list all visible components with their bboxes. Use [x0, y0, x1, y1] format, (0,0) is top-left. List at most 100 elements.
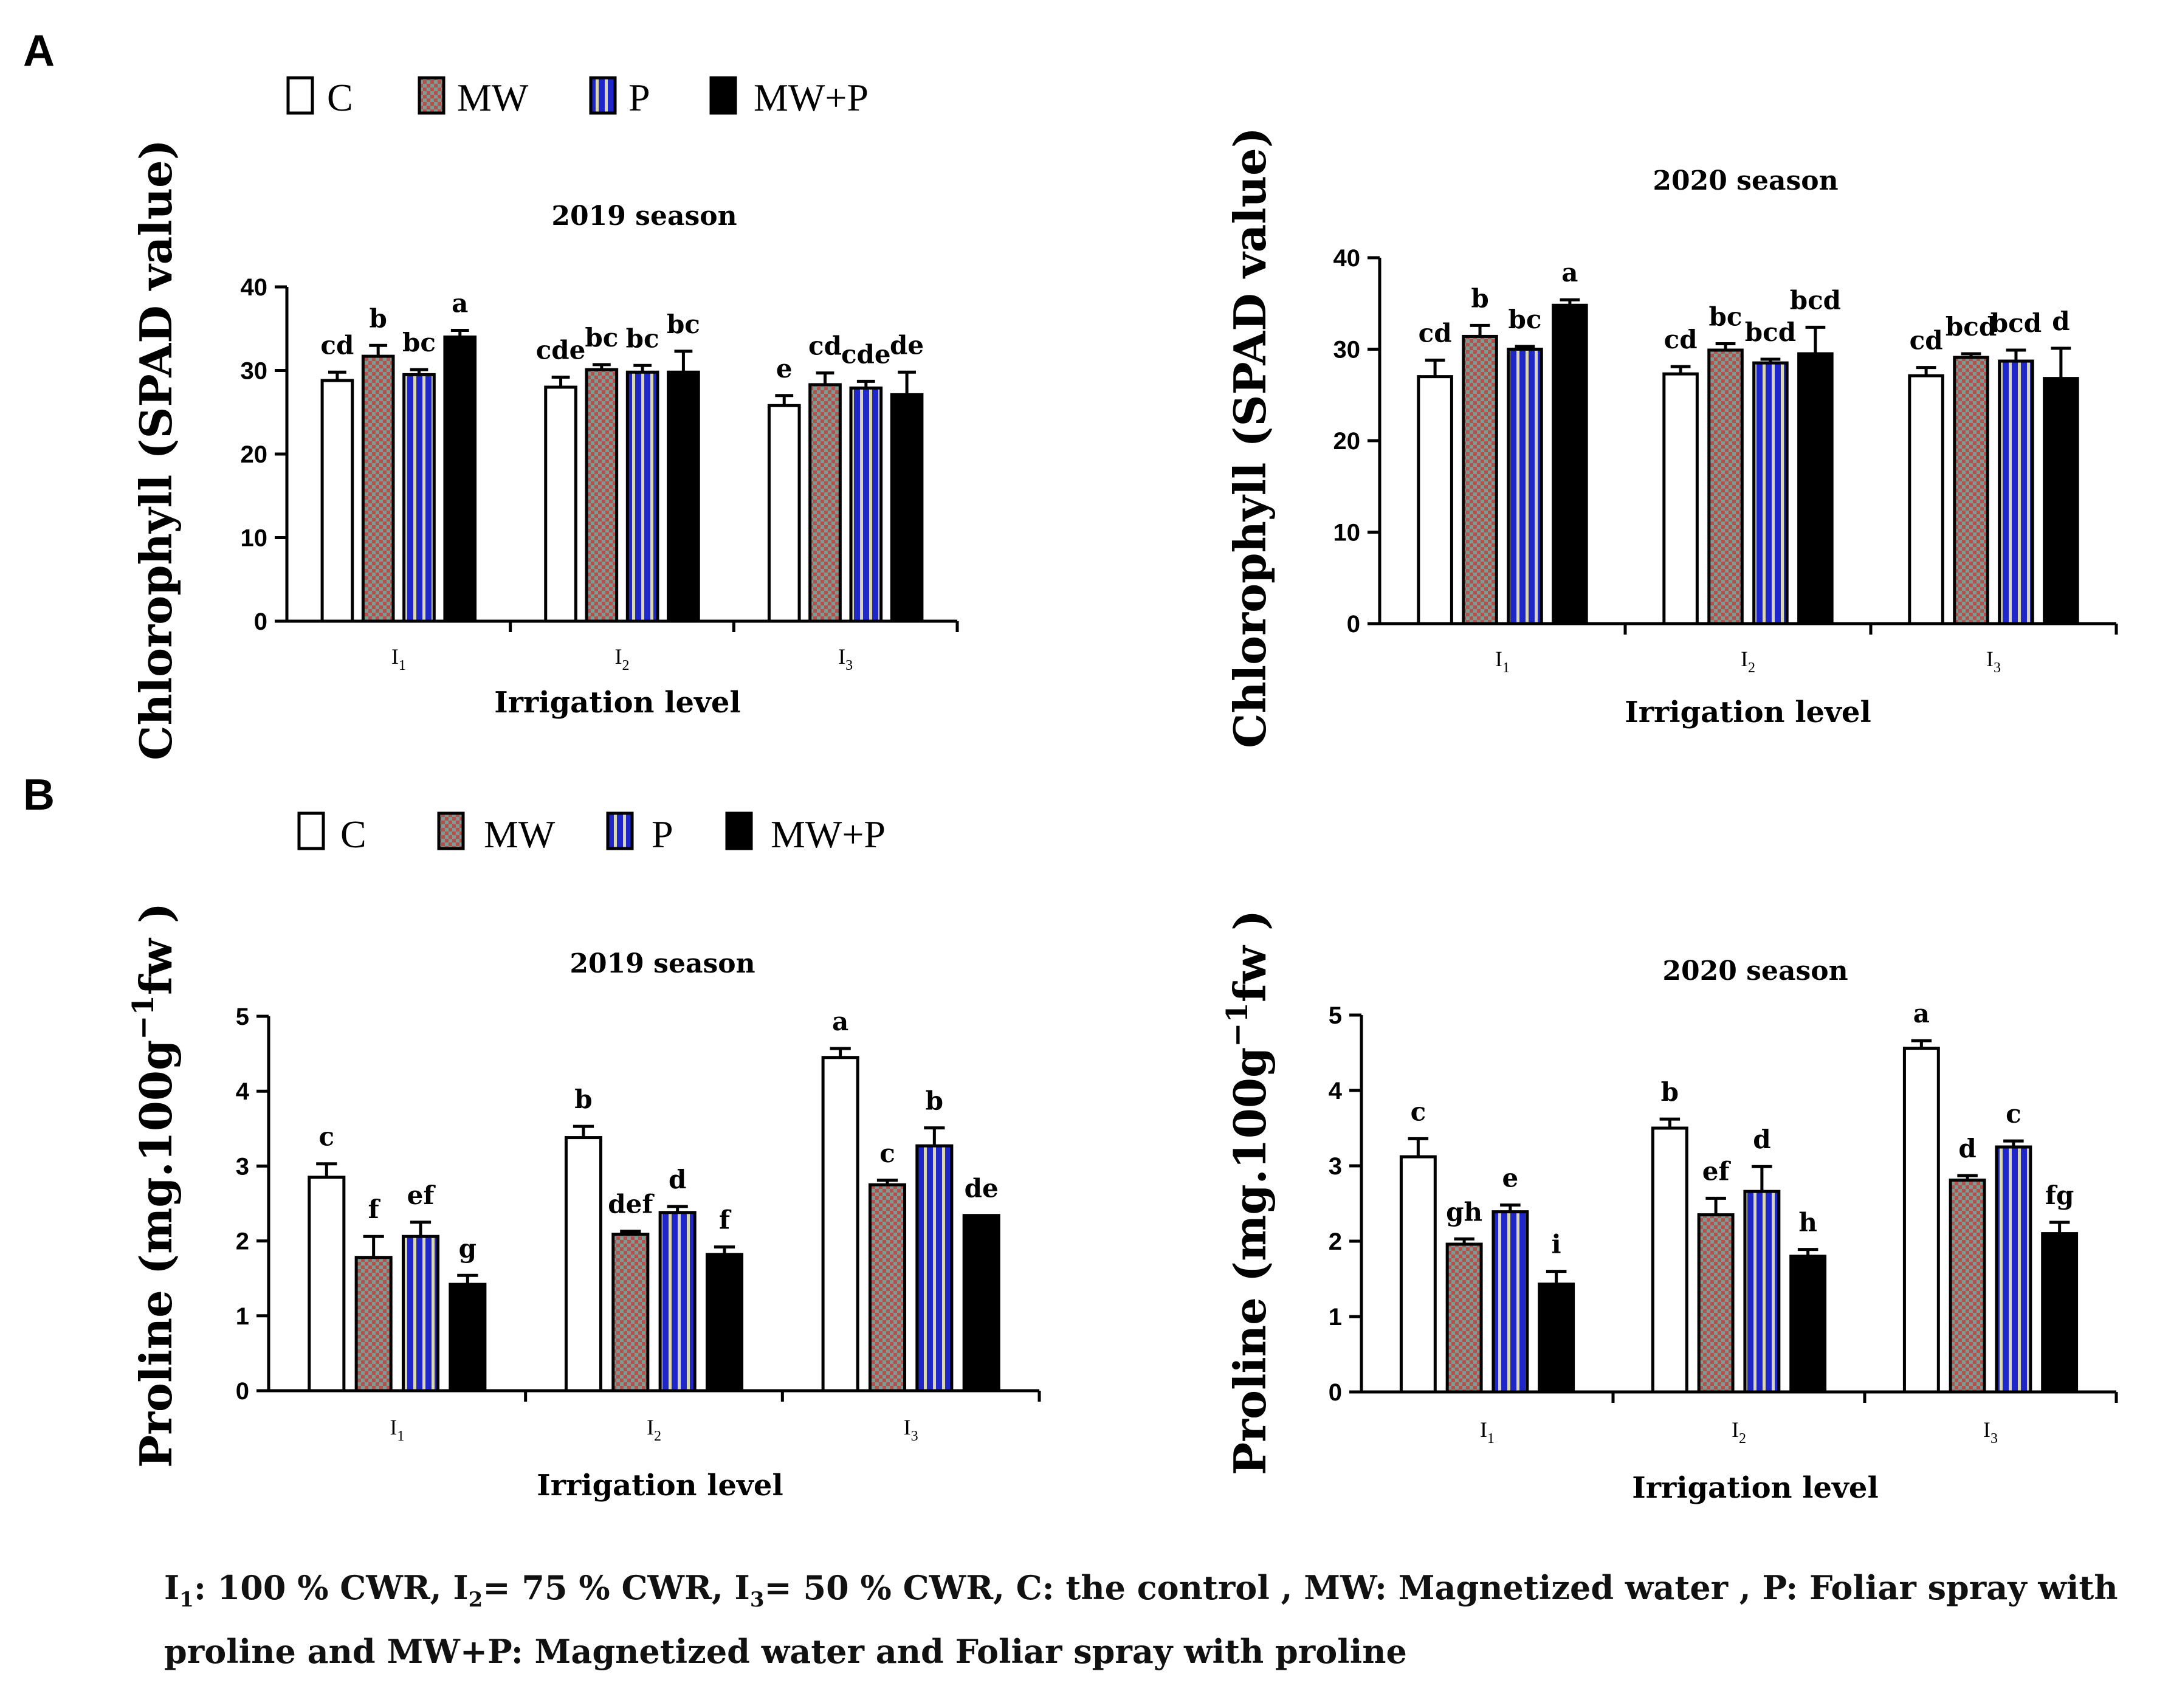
x-tick-label: I3 — [838, 644, 853, 673]
significance-letter: def — [608, 1190, 655, 1219]
bar-p — [849, 386, 883, 623]
significance-letter: bcd — [1990, 308, 2042, 338]
significance-letter: b — [370, 303, 387, 333]
bar-c — [308, 1176, 346, 1393]
significance-letter: c — [2006, 1099, 2021, 1129]
bar-c — [1902, 1047, 1940, 1394]
significance-letter: c — [319, 1122, 335, 1152]
bar-mwp — [962, 1214, 1000, 1393]
significance-letter: c — [879, 1138, 895, 1168]
x-tick-label: I2 — [647, 1415, 661, 1444]
chart-title: 2019 season — [569, 948, 755, 979]
bar-mw — [808, 383, 842, 623]
significance-letter: d — [1958, 1134, 1976, 1163]
bar-p — [1507, 348, 1543, 625]
x-tick-label: I2 — [615, 644, 630, 673]
y-axis-label: Chlorophyll (SPAD value) — [1224, 127, 1276, 748]
significance-letter: e — [776, 354, 793, 384]
bar-c — [767, 404, 801, 623]
y-axis-label: Chlorophyll (SPAD value) — [130, 139, 182, 760]
significance-letter: b — [926, 1086, 943, 1116]
significance-letter: bc — [1508, 305, 1541, 334]
y-axis-label: Proline (mg.100g−1fw ) — [1220, 910, 1276, 1475]
x-axis-label: Irrigation level — [494, 686, 740, 720]
bar-c — [320, 379, 354, 623]
significance-letter: de — [965, 1174, 999, 1204]
panel-letter-a: A — [23, 27, 55, 75]
bar-mwp — [443, 336, 477, 623]
significance-letter: cd — [1419, 319, 1452, 348]
y-tick-label: 5 — [236, 1004, 249, 1030]
legend-b-p: P — [652, 813, 673, 856]
bar-p — [1998, 359, 2034, 625]
x-tick-label: I2 — [1732, 1417, 1746, 1447]
significance-letter: bcd — [1790, 285, 1841, 315]
significance-letter: bcd — [1946, 312, 1997, 342]
y-tick-label: 4 — [236, 1078, 250, 1105]
bar-mw — [1697, 1213, 1735, 1394]
bar-p — [915, 1144, 954, 1393]
bar-mw — [1707, 348, 1744, 625]
x-tick-label: I3 — [904, 1415, 918, 1444]
significance-letter: bc — [402, 328, 436, 357]
bar-mwp — [667, 370, 700, 623]
y-tick-label: 2 — [236, 1228, 249, 1255]
y-tick-label: 1 — [236, 1303, 249, 1330]
bar-c — [564, 1136, 603, 1393]
significance-letter: d — [1753, 1124, 1770, 1154]
legend-a-mw: MW — [457, 76, 529, 119]
y-tick-label: 4 — [1329, 1078, 1343, 1104]
bar-p — [1743, 1190, 1781, 1394]
legend-a: C MW P MW+P — [286, 76, 869, 119]
y-tick-label: 10 — [1333, 520, 1361, 546]
significance-letter: i — [1552, 1230, 1561, 1259]
bar-p — [625, 370, 659, 623]
significance-letter: d — [2052, 306, 2070, 336]
significance-letter: gh — [1446, 1197, 1482, 1227]
y-tick-label: 2 — [1329, 1228, 1342, 1255]
bar-mwp — [449, 1283, 487, 1393]
figure-caption: I1: 100 % CWR, I2= 75 % CWR, I3= 50 % CW… — [164, 1568, 2118, 1672]
chart-title: 2019 season — [551, 201, 737, 232]
y-tick-label: 40 — [241, 274, 268, 301]
bar-p — [1995, 1145, 2032, 1394]
x-axis-label: Irrigation level — [1625, 695, 1871, 729]
figure: A C MW P MW+P B C MW P MW+P 2019 season C… — [23, 27, 2118, 1505]
chart-a-2020: 2020 season Chlorophyll (SPAD value) Irrig… — [1224, 127, 2118, 748]
bar-mwp — [1552, 303, 1588, 625]
bar-mw — [361, 354, 395, 623]
bar-mw — [1445, 1242, 1483, 1394]
bar-p — [1752, 361, 1789, 625]
bar-mw — [1949, 1179, 1986, 1394]
bar-mwp — [2041, 1232, 2079, 1394]
bar-p — [401, 1235, 440, 1393]
y-tick-label: 20 — [241, 441, 268, 468]
legend-a-mwp: MW+P — [754, 76, 869, 119]
panel-letter-b: B — [23, 771, 55, 819]
significance-letter: fg — [2045, 1180, 2074, 1210]
significance-letter: h — [1798, 1208, 1817, 1238]
significance-letter: b — [1661, 1077, 1679, 1107]
bar-mw — [1462, 334, 1498, 625]
bar-p — [402, 373, 436, 623]
significance-letter: f — [368, 1194, 381, 1224]
y-tick-label: 5 — [1329, 1002, 1342, 1029]
y-tick-label: 0 — [236, 1378, 249, 1405]
bar-c — [544, 385, 577, 623]
y-tick-label: 0 — [1329, 1379, 1342, 1406]
y-tick-label: 0 — [254, 608, 267, 635]
bar-mwp — [2043, 377, 2079, 625]
bar-mwp — [890, 393, 924, 623]
bar-c — [1399, 1155, 1437, 1394]
bar-p — [1491, 1210, 1529, 1394]
bar-mwp — [705, 1253, 744, 1393]
bar-mw — [1953, 356, 1989, 625]
bar-c — [1908, 374, 1944, 625]
significance-letter: a — [1913, 999, 1930, 1028]
bar-mwp — [1789, 1255, 1827, 1394]
x-tick-label: I3 — [1983, 1417, 1998, 1447]
x-tick-label: I1 — [1480, 1417, 1495, 1447]
significance-letter: bc — [667, 309, 700, 339]
y-tick-label: 30 — [241, 358, 268, 385]
bar-mw — [354, 1256, 393, 1393]
